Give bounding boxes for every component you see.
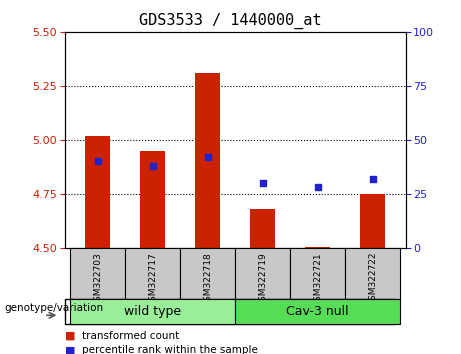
Bar xyxy=(195,73,220,248)
Text: ■: ■ xyxy=(65,331,75,341)
Text: GSM322722: GSM322722 xyxy=(368,252,377,307)
Bar xyxy=(250,209,275,248)
Point xyxy=(94,159,101,164)
Point xyxy=(149,163,156,169)
Point xyxy=(314,184,321,190)
Bar xyxy=(180,248,235,299)
Text: genotype/variation: genotype/variation xyxy=(5,303,104,313)
Text: percentile rank within the sample: percentile rank within the sample xyxy=(82,345,258,354)
Text: GDS3533 / 1440000_at: GDS3533 / 1440000_at xyxy=(139,12,322,29)
Text: GSM322717: GSM322717 xyxy=(148,252,157,307)
Bar xyxy=(125,248,180,299)
Bar xyxy=(70,248,125,299)
Bar xyxy=(235,299,400,324)
Text: GSM322703: GSM322703 xyxy=(93,252,102,307)
Bar xyxy=(70,299,235,324)
Point xyxy=(369,176,376,182)
Text: GSM322718: GSM322718 xyxy=(203,252,212,307)
Text: Cav-3 null: Cav-3 null xyxy=(286,305,349,318)
Bar xyxy=(290,248,345,299)
Text: GSM322719: GSM322719 xyxy=(258,252,267,307)
Bar xyxy=(305,247,330,248)
Text: transformed count: transformed count xyxy=(82,331,179,341)
Bar xyxy=(361,194,385,248)
Text: wild type: wild type xyxy=(124,305,181,318)
Point xyxy=(259,180,266,186)
Point xyxy=(204,154,211,160)
Bar xyxy=(140,150,165,248)
Bar xyxy=(235,248,290,299)
Bar xyxy=(85,136,110,248)
Text: ■: ■ xyxy=(65,345,75,354)
Text: GSM322721: GSM322721 xyxy=(313,252,322,307)
Bar xyxy=(345,248,400,299)
